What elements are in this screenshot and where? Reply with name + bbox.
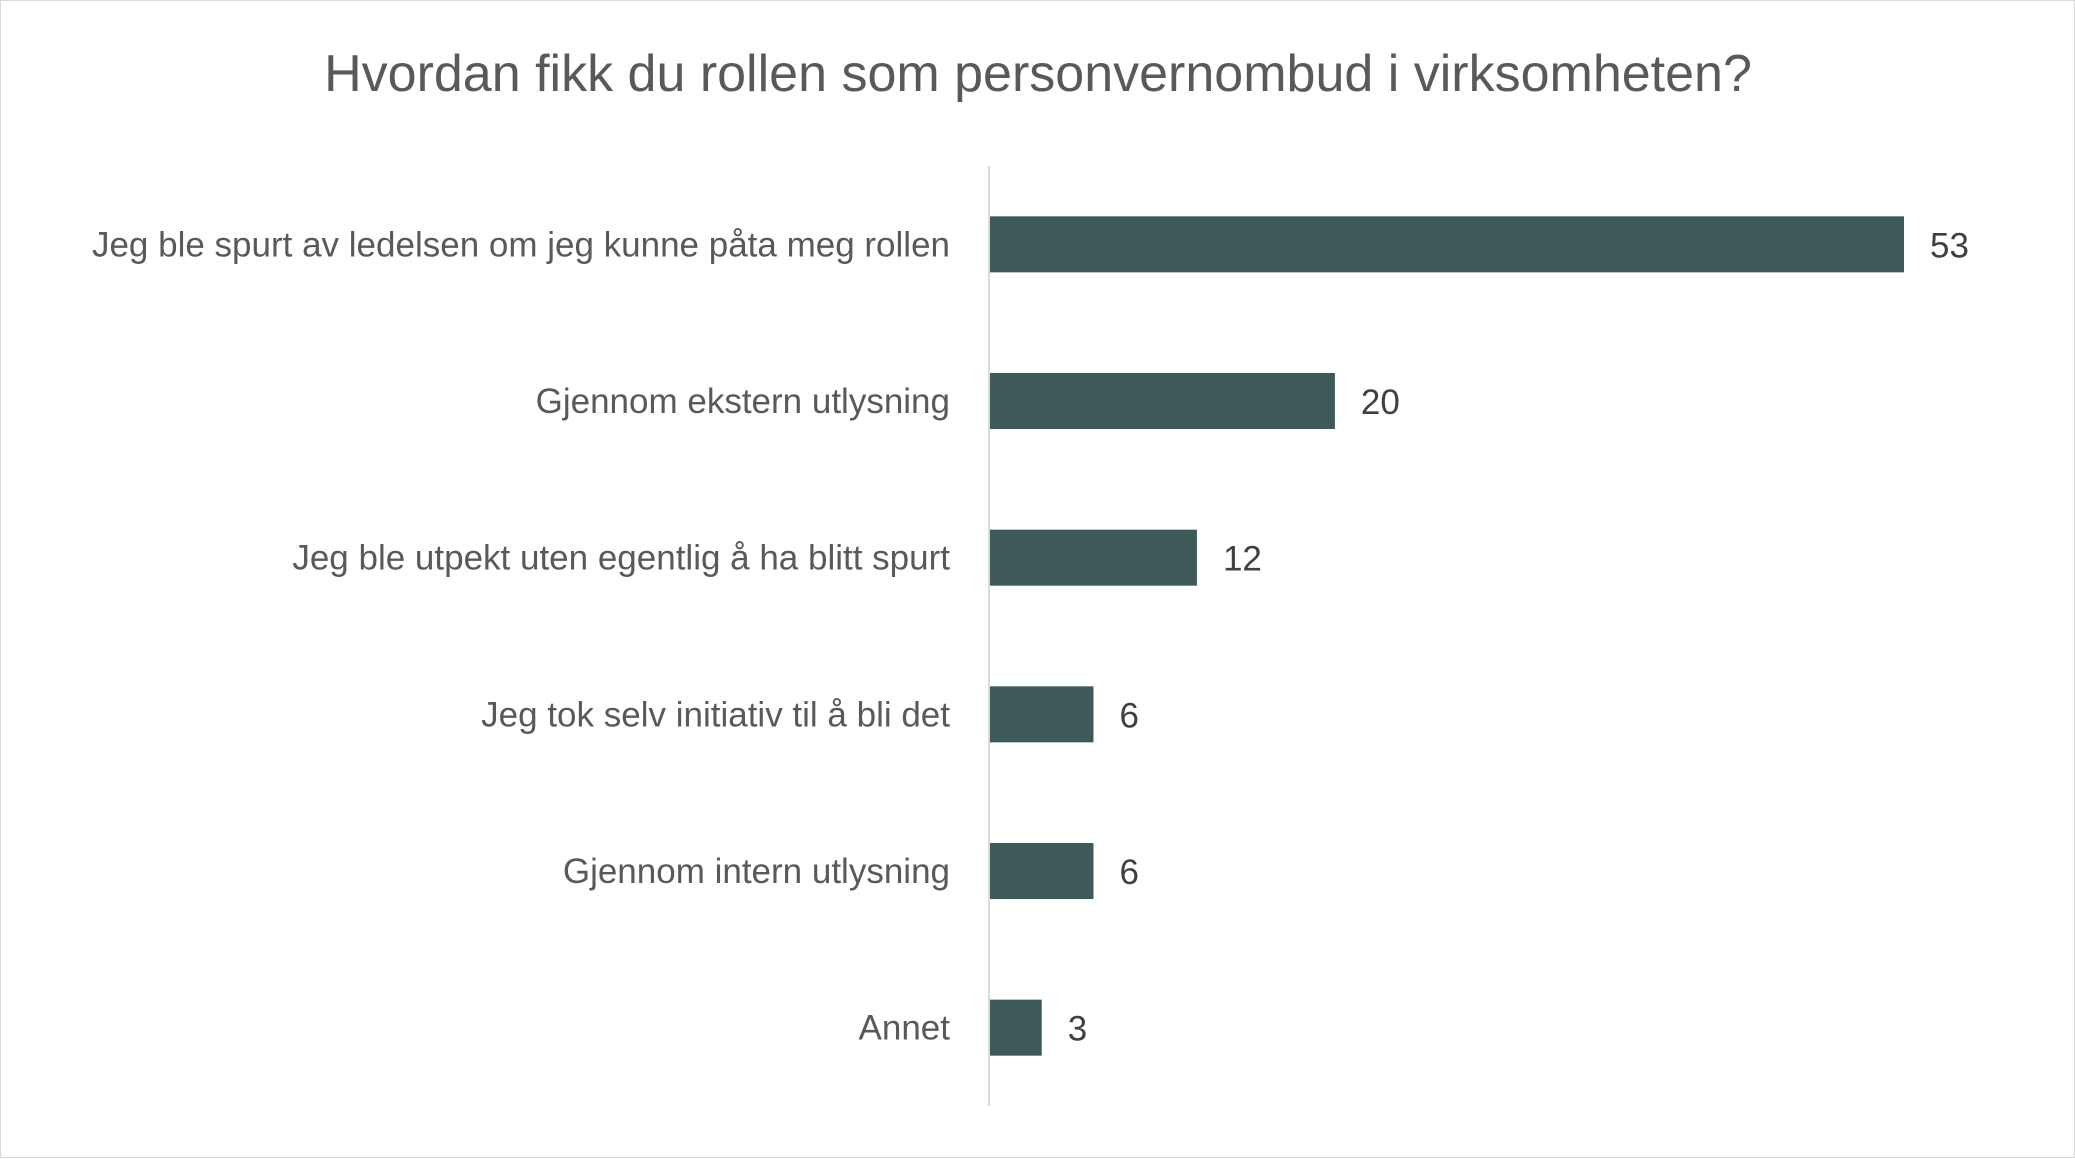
data-label: 6	[1119, 853, 1138, 892]
category-label: Gjennom intern utlysning	[563, 852, 950, 891]
data-label: 3	[1068, 1010, 1087, 1049]
data-label: 12	[1223, 540, 1262, 579]
bar	[990, 843, 1094, 899]
category-label: Jeg ble spurt av ledelsen om jeg kunne p…	[92, 225, 950, 264]
bar	[990, 686, 1094, 743]
bar	[990, 529, 1197, 586]
chart-title: Hvordan fikk du rollen som personvernomb…	[324, 45, 1752, 103]
bar	[990, 373, 1335, 429]
category-label: Gjennom ekstern utlysning	[536, 382, 950, 421]
bar	[990, 216, 1904, 273]
bar	[990, 999, 1042, 1056]
data-label: 53	[1930, 226, 1969, 265]
category-label: Annet	[859, 1009, 951, 1048]
category-label: Jeg ble utpekt uten egentlig å ha blitt …	[292, 539, 950, 578]
data-label: 20	[1361, 383, 1400, 422]
category-label: Jeg tok selv initiativ til å bli det	[481, 695, 950, 734]
data-label: 6	[1119, 696, 1138, 735]
